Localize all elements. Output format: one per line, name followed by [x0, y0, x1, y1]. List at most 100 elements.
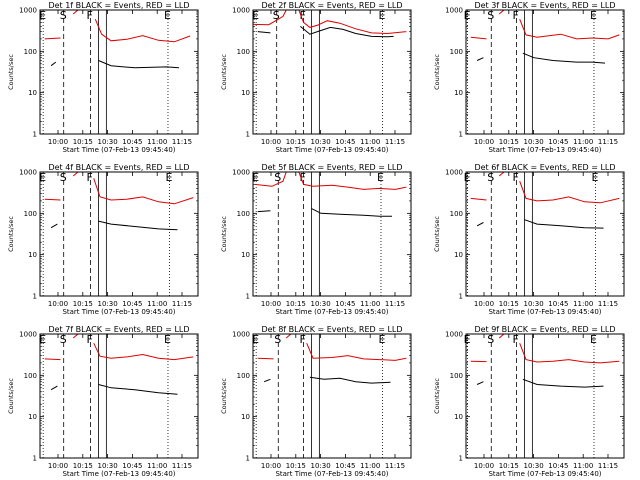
plot-frame — [465, 9, 625, 135]
chart-title: Det 8f BLACK = Events, RED = LLD — [261, 325, 402, 334]
y-tick-label: 1000 — [19, 7, 37, 15]
x-axis-label: Start Time (07-Feb-13 09:45:40) — [275, 146, 388, 154]
x-tick-label: 11:00 — [360, 138, 380, 146]
lld-series-line — [498, 333, 505, 339]
plot-frame — [252, 9, 412, 135]
events-series-line — [311, 208, 392, 217]
event-marker-label: S — [60, 171, 67, 184]
y-axis-label: Counts/sec — [220, 216, 228, 252]
event-marker-label: S — [487, 333, 494, 346]
event-marker-label: E — [464, 171, 471, 184]
x-tick-label: 10:15 — [73, 138, 93, 146]
event-marker-label: S — [487, 171, 494, 184]
events-series-line — [50, 61, 57, 67]
y-tick-label: 1 — [459, 131, 463, 139]
lld-series-line — [44, 358, 61, 361]
events-series-line — [98, 60, 180, 69]
lld-series-line — [44, 198, 61, 201]
y-tick-label: 1000 — [445, 331, 463, 339]
y-tick-label: 10 — [241, 413, 250, 421]
y-tick-label: 10 — [28, 251, 37, 259]
lld-series-line — [519, 181, 620, 204]
plot-frame — [39, 333, 199, 459]
y-tick-label: 1000 — [232, 169, 250, 177]
y-tick-label: 1 — [246, 293, 250, 301]
event-marker-label: E — [592, 171, 599, 184]
x-tick-label: 10:30 — [98, 138, 118, 146]
y-axis-label: Counts/sec — [433, 216, 441, 252]
y-tick-label: 100 — [24, 372, 37, 380]
event-marker-label: E — [39, 171, 46, 184]
event-marker-label: E — [379, 9, 386, 22]
event-marker-label: E — [379, 333, 386, 346]
x-axis-label: Start Time (07-Feb-13 09:45:40) — [275, 470, 388, 478]
y-tick-label: 1 — [459, 293, 463, 301]
events-series-line — [300, 26, 394, 38]
event-marker-label: F — [300, 333, 306, 346]
event-marker-label: F — [300, 9, 306, 22]
x-tick-label: 10:00 — [48, 138, 68, 146]
events-series-line — [263, 378, 271, 383]
chart-panel: Det 1f BLACK = Events, RED = LLD 1 10 100 10… — [7, 1, 199, 154]
lld-series-line — [519, 343, 620, 364]
lld-series-line — [94, 19, 191, 43]
event-marker-label: S — [274, 171, 281, 184]
x-tick-label: 10:30 — [524, 138, 544, 146]
events-series-line — [98, 220, 178, 231]
x-tick-label: 10:30 — [311, 138, 331, 146]
event-marker-label: F — [300, 171, 306, 184]
event-marker-label: F — [87, 171, 93, 184]
x-tick-label: 10:00 — [261, 138, 281, 146]
event-marker-label: S — [60, 9, 67, 22]
x-tick-label: 11:15 — [598, 138, 618, 146]
event-marker-label: S — [274, 333, 281, 346]
events-series-line — [476, 57, 484, 61]
x-tick-label: 11:00 — [147, 138, 167, 146]
y-tick-label: 10 — [454, 251, 463, 259]
event-marker-label: E — [252, 333, 259, 346]
chart-panel: Det 4f BLACK = Events, RED = LLD 1 10 100 10… — [7, 163, 199, 316]
x-tick-label: 10:00 — [261, 462, 281, 470]
event-marker-label: S — [60, 333, 67, 346]
y-tick-label: 100 — [237, 48, 250, 56]
events-series-line — [522, 52, 606, 64]
y-tick-label: 1000 — [232, 331, 250, 339]
y-tick-label: 1 — [33, 455, 37, 463]
lld-series-line — [72, 333, 79, 339]
lld-series-line — [44, 37, 61, 40]
x-tick-label: 11:00 — [360, 462, 380, 470]
y-tick-label: 100 — [450, 372, 463, 380]
chart-panel: Det 5f BLACK = Events, RED = LLD 1 10 100 10… — [220, 163, 412, 316]
x-tick-label: 10:00 — [48, 462, 68, 470]
event-marker-label: E — [590, 9, 597, 22]
events-series-line — [476, 381, 484, 385]
y-tick-label: 10 — [241, 251, 250, 259]
events-series-line — [524, 219, 604, 229]
chart-panel: Det 9f BLACK = Events, RED = LLD 1 10 100 10… — [433, 325, 625, 478]
x-tick-label: 10:15 — [499, 138, 519, 146]
chart-panel: Det 8f BLACK = Events, RED = LLD 1 10 100 10… — [220, 325, 412, 478]
lld-series-line — [519, 19, 620, 40]
y-tick-label: 1000 — [19, 331, 37, 339]
x-tick-label: 10:45 — [335, 462, 355, 470]
x-tick-label: 10:15 — [73, 300, 93, 308]
y-tick-label: 1000 — [19, 169, 37, 177]
y-tick-label: 10 — [28, 413, 37, 421]
x-tick-label: 10:15 — [73, 462, 93, 470]
y-tick-label: 1 — [33, 293, 37, 301]
y-tick-label: 1000 — [445, 169, 463, 177]
lld-series-line — [93, 342, 194, 361]
x-tick-label: 10:00 — [48, 300, 68, 308]
x-tick-label: 10:30 — [311, 462, 331, 470]
event-marker-label: E — [164, 9, 171, 22]
event-marker-label: F — [87, 333, 93, 346]
lld-series-line — [72, 9, 79, 15]
x-tick-label: 10:30 — [98, 462, 118, 470]
x-tick-label: 11:00 — [360, 300, 380, 308]
x-tick-label: 10:45 — [122, 462, 142, 470]
y-axis-label: Counts/sec — [7, 378, 15, 414]
x-tick-label: 10:00 — [474, 300, 494, 308]
plot-frame — [252, 171, 412, 297]
x-axis-label: Start Time (07-Feb-13 09:45:40) — [488, 470, 601, 478]
chart-panel: Det 7f BLACK = Events, RED = LLD 1 10 100 10… — [7, 325, 199, 478]
